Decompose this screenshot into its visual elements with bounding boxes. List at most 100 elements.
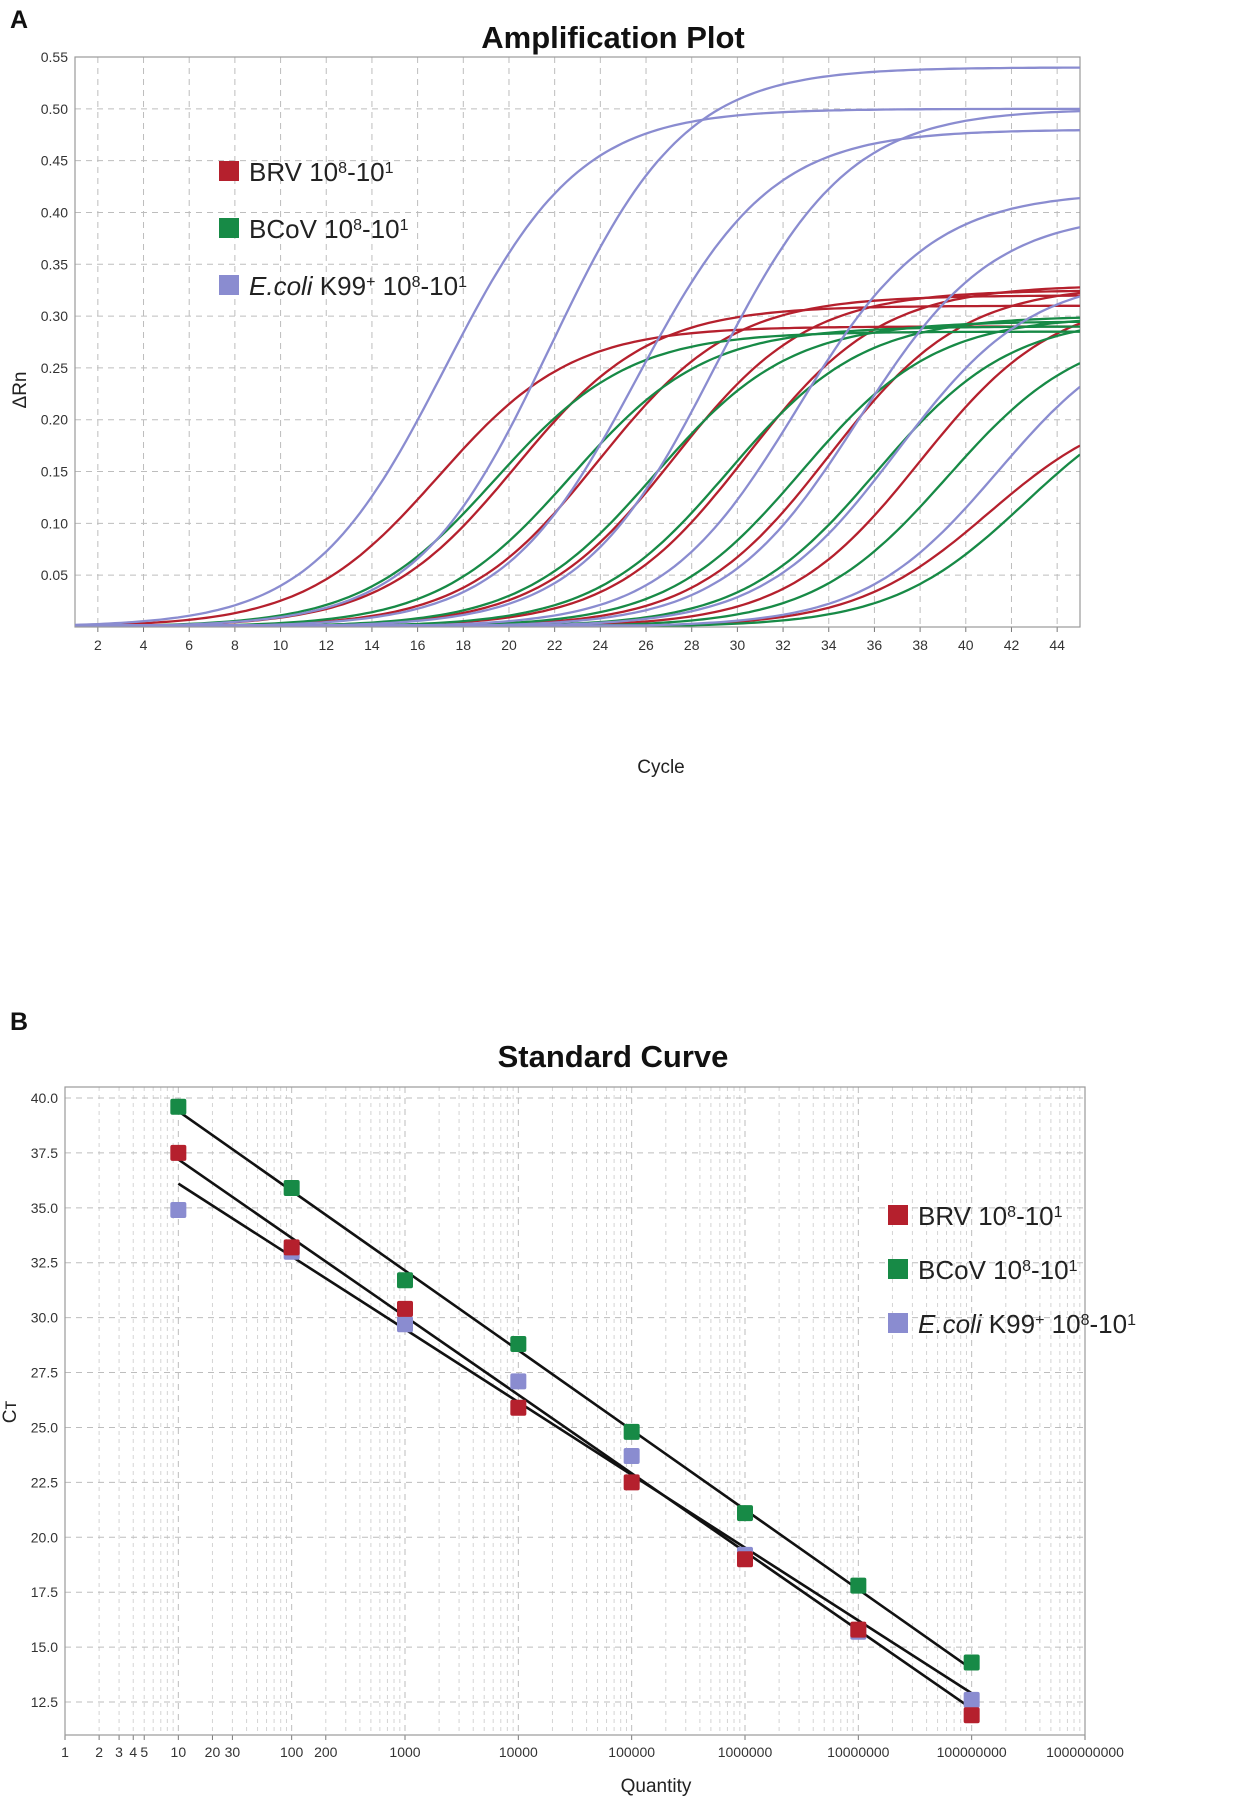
amplification-x-tick-label: 16 <box>410 637 426 653</box>
standard-curve-point <box>963 1707 980 1724</box>
amplification-x-tick-label: 12 <box>318 637 334 653</box>
legend-range-prefix: 10 <box>375 271 411 301</box>
standard-curve-point <box>623 1448 640 1465</box>
amplification-legend-label: E.coli K99+ 108-101 <box>249 271 467 301</box>
standard-curve-point <box>623 1423 640 1440</box>
standard-curve-x-tick-label: 20 <box>205 1744 221 1760</box>
amplification-x-tick-label: 10 <box>273 637 289 653</box>
amplification-plot-title: Amplification Plot <box>481 20 745 55</box>
standard-curve-plot-frame <box>64 1086 1086 1736</box>
standard-curve-x-tick-label: 10 <box>171 1744 187 1760</box>
standard-curve-point <box>623 1474 640 1491</box>
amplification-x-axis-label: Cycle <box>637 757 685 778</box>
legend-range-prefix: 10 <box>302 157 338 187</box>
legend-range-sup-1: 8 <box>1081 1312 1090 1329</box>
legend-range-sup-2: 1 <box>458 274 467 291</box>
legend-series-name: BRV <box>918 1201 972 1231</box>
standard-curve-x-tick-label: 100000000 <box>937 1744 1007 1760</box>
amplification-x-tick-label: 14 <box>364 637 380 653</box>
legend-series-name: BCoV <box>249 214 318 244</box>
legend-range-sup-2: 1 <box>400 217 409 234</box>
amplification-x-tick-label: 20 <box>501 637 517 653</box>
amplification-y-tick-label: 0.30 <box>41 308 68 324</box>
amplification-curve <box>75 294 1080 627</box>
amplification-legend-swatch <box>219 218 239 238</box>
standard-curve-title: Standard Curve <box>498 1039 729 1074</box>
amplification-y-tick-label: 0.55 <box>41 49 68 65</box>
legend-range-prefix: 10 <box>986 1255 1022 1285</box>
panel-b-label: B <box>10 1008 28 1036</box>
legend-range-sup-2: 1 <box>385 160 394 177</box>
amplification-x-tick-label: 42 <box>1004 637 1020 653</box>
standard-curve-x-tick-label: 200 <box>314 1744 338 1760</box>
legend-range-sup-1: 8 <box>1022 1258 1031 1275</box>
standard-curve-x-tick-label: 1000000000 <box>1046 1744 1124 1760</box>
amplification-y-tick-label: 0.45 <box>41 153 68 169</box>
standard-curve-y-tick-label: 40.0 <box>31 1090 58 1106</box>
standard-curve-point <box>170 1144 187 1161</box>
standard-curve-point <box>850 1621 867 1638</box>
legend-range-sup-1: 8 <box>338 160 347 177</box>
standard-curve-x-tick-label: 1000000 <box>718 1744 773 1760</box>
amplification-y-axis-label: ΔRn <box>10 372 31 409</box>
standard-curve-x-tick-label: 100000 <box>608 1744 655 1760</box>
legend-series-suffix: K99 <box>313 271 367 301</box>
legend-range-sup-2: 1 <box>1127 1312 1136 1329</box>
amplification-legend-swatch <box>219 275 239 295</box>
standard-curve-y-tick-label: 17.5 <box>31 1584 58 1600</box>
amplification-curve <box>75 330 1080 627</box>
amplification-curves <box>75 66 1080 627</box>
amplification-x-tick-label: 30 <box>730 637 746 653</box>
amplification-curve <box>75 289 1080 627</box>
legend-series-sup: + <box>1035 1312 1044 1329</box>
standard-curve-point <box>850 1577 867 1594</box>
amplification-x-tick-label: 8 <box>231 637 239 653</box>
standard-curve-point <box>170 1098 187 1115</box>
standard-curve-legend-swatch <box>888 1259 908 1279</box>
amplification-x-tick-label: 2 <box>94 637 102 653</box>
panel-a-label: A <box>10 6 28 34</box>
amplification-curve <box>75 329 1080 627</box>
amplification-plot-frame <box>74 56 1081 628</box>
amplification-plot: 0.05 0.10 0.15 0.20 0.25 0.30 0.35 0.40 0.45 0.50… <box>41 49 1081 653</box>
legend-range-sup-2: 1 <box>1054 1204 1063 1221</box>
amplification-y-tick-label: 0.50 <box>41 101 68 117</box>
standard-curve-fit-line <box>177 1158 973 1710</box>
standard-curve-point <box>397 1316 413 1333</box>
amplification-curve <box>75 286 1080 627</box>
amplification-legend-label: BRV 108-101 <box>249 157 394 187</box>
legend-series-suffix: K99 <box>982 1309 1036 1339</box>
amplification-x-tick-label: 34 <box>821 637 837 653</box>
standard-curve-x-tick-label: 1 <box>61 1744 69 1760</box>
standard-curve-point <box>963 1691 980 1708</box>
amplification-curve <box>75 109 1080 627</box>
amplification-x-tick-label: 44 <box>1049 637 1065 653</box>
standard-curve-point <box>283 1180 300 1197</box>
amplification-x-tick-label: 22 <box>547 637 563 653</box>
standard-curve-y-tick-label: 32.5 <box>31 1255 58 1271</box>
legend-range-mid: -10 <box>420 271 458 301</box>
legend-series-name: BRV <box>249 157 303 187</box>
standard-curve-x-tick-label: 5 <box>140 1744 148 1760</box>
standard-curve-y-tick-label: 30.0 <box>31 1310 58 1326</box>
legend-range-mid: -10 <box>1031 1255 1069 1285</box>
standard-curve-x-tick-label: 30 <box>225 1744 241 1760</box>
amplification-curve <box>75 325 1080 627</box>
legend-range-sup-1: 8 <box>412 274 421 291</box>
standard-curve-x-tick-label: 2 <box>95 1744 103 1760</box>
amplification-x-tick-label: 32 <box>775 637 791 653</box>
standard-curve-y-tick-label: 27.5 <box>31 1365 58 1381</box>
legend-series-sup: + <box>366 274 375 291</box>
standard-curve-y-tick-label: 22.5 <box>31 1474 58 1490</box>
standard-curve-point <box>510 1399 527 1416</box>
standard-curve-x-tick-label: 4 <box>129 1744 137 1760</box>
standard-curve-x-tick-label: 100 <box>280 1744 304 1760</box>
standard-curve-point <box>170 1202 187 1219</box>
amplification-y-tick-label: 0.20 <box>41 412 68 428</box>
legend-range-mid: -10 <box>362 214 400 244</box>
amplification-x-tick-label: 28 <box>684 637 700 653</box>
amplification-curve <box>75 362 1080 627</box>
standard-curve-point <box>397 1272 413 1289</box>
standard-curve-y-tick-label: 37.5 <box>31 1145 58 1161</box>
